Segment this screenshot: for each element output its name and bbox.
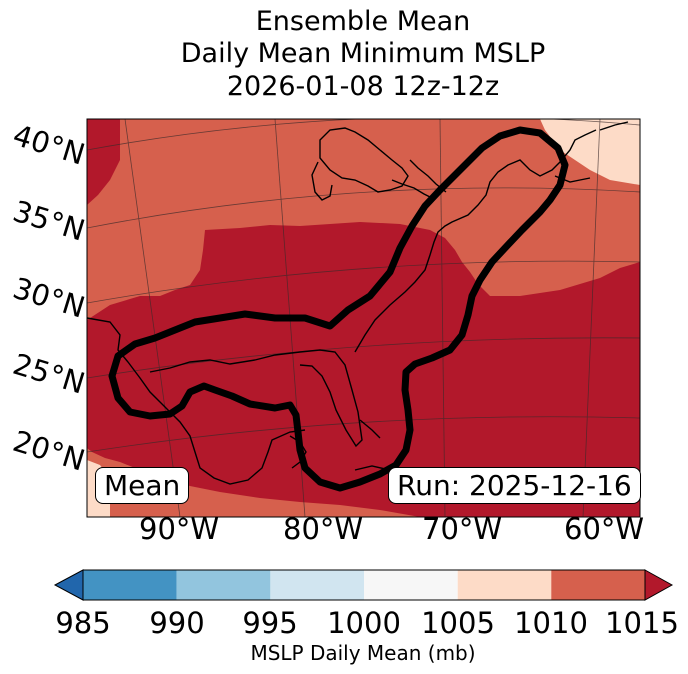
colorbar-segment-990-995 xyxy=(176,570,271,600)
lon-label-60w: 60°W xyxy=(564,512,645,546)
colorbar-tick-1005: 1005 xyxy=(421,606,495,640)
colorbar-tick-1010: 1010 xyxy=(514,606,588,640)
colorbar-tick-1015: 1015 xyxy=(605,606,679,640)
mean-label-box: Mean xyxy=(95,467,190,504)
colorbar-frame xyxy=(82,569,646,601)
run-date-box: Run: 2025-12-16 xyxy=(388,467,641,504)
map-frame xyxy=(86,118,641,518)
title-line-3: 2026-01-08 12z-12z xyxy=(226,71,500,102)
colorbar-tick-995: 995 xyxy=(242,606,298,640)
colorbar-tick-1000: 1000 xyxy=(327,606,401,640)
title-line-1: Ensemble Mean xyxy=(255,6,471,37)
lon-label-80w: 80°W xyxy=(283,512,364,546)
colorbar-extend-low xyxy=(53,569,84,601)
colorbar-tick-985: 985 xyxy=(55,606,111,640)
colorbar-segment-1010-1015 xyxy=(551,570,645,600)
pressure-field-above-1015-nw xyxy=(87,119,120,205)
map-panel xyxy=(86,118,641,518)
pressure-field-1005-1010-ne xyxy=(540,119,640,185)
colorbar-tick-990: 990 xyxy=(149,606,205,640)
colorbar-label: MSLP Daily Mean (mb) xyxy=(250,641,476,665)
title-line-2: Daily Mean Minimum MSLP xyxy=(180,38,546,69)
mslp-contour xyxy=(108,126,569,492)
lon-label-70w: 70°W xyxy=(422,512,503,546)
colorbar-segment-985-990 xyxy=(83,570,177,600)
colorbar-segment-995-1000 xyxy=(270,570,364,600)
colorbar-segment-1005-1010 xyxy=(457,570,552,600)
lon-label-90w: 90°W xyxy=(139,512,220,546)
colorbar-extend-high xyxy=(644,569,674,601)
pressure-field-above-1015 xyxy=(87,222,640,517)
colorbar-segment-1000-1005 xyxy=(364,570,458,600)
